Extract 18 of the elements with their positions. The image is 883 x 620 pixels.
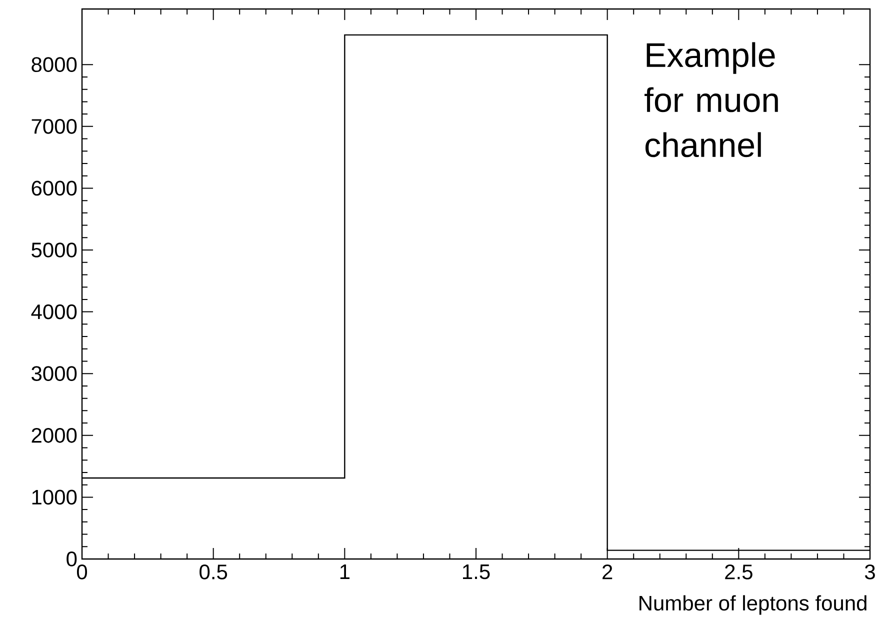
y-tick-label: 3000 bbox=[32, 366, 77, 382]
x-tick-label: 2.5 bbox=[725, 564, 752, 580]
y-tick-label: 5000 bbox=[32, 242, 77, 258]
y-tick-label: 8000 bbox=[32, 57, 77, 72]
x-tick-label: 3 bbox=[864, 564, 875, 580]
y-tick-label: 0 bbox=[66, 552, 77, 566]
y-tick-label: 6000 bbox=[32, 180, 77, 196]
x-tick-label: 2 bbox=[602, 564, 612, 580]
y-tick-label: 2000 bbox=[32, 428, 77, 443]
y-tick-label: 4000 bbox=[31, 304, 77, 320]
x-tick-label: 1 bbox=[340, 564, 350, 579]
x-tick-label: 1.5 bbox=[463, 564, 490, 580]
x-tick-label: 0.5 bbox=[200, 564, 228, 580]
y-tick-label: 1000 bbox=[32, 490, 77, 505]
annotation: Example for muon channel bbox=[644, 42, 778, 158]
x-tick-label: 0 bbox=[76, 564, 88, 580]
y-tick-label: 7000 bbox=[32, 118, 77, 134]
x-axis-title: Number of leptons found bbox=[640, 595, 866, 615]
